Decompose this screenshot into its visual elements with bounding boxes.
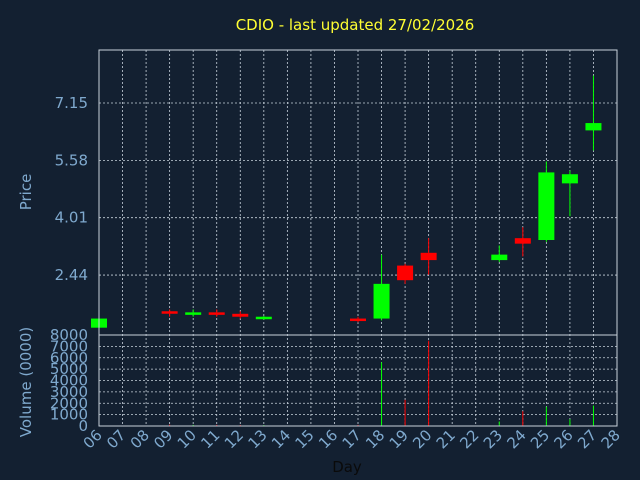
price-tick-label: 2.44 <box>55 266 88 284</box>
x-tick-label: 23 <box>480 426 506 452</box>
x-tick-label: 27 <box>574 426 600 452</box>
candle-body <box>185 312 202 315</box>
x-tick-label: 12 <box>221 426 247 452</box>
candle-body <box>255 316 272 320</box>
candle-body <box>514 238 531 244</box>
x-tick-label: 07 <box>103 426 129 452</box>
candle-body <box>161 311 178 314</box>
volume-tick-label: 2000 <box>50 394 88 412</box>
frame-layer <box>98 49 618 427</box>
volume-tick-label: 8000 <box>50 326 88 344</box>
x-tick-label: 26 <box>551 426 577 452</box>
price-tick-label: 5.58 <box>55 151 88 169</box>
x-tick-label: 17 <box>339 426 365 452</box>
volume-tick-label: 0 <box>78 417 88 435</box>
candle-body <box>350 318 366 322</box>
candle-body <box>373 283 390 319</box>
x-tick-label: 14 <box>268 426 294 452</box>
candle-body <box>397 265 414 281</box>
volume-tick-label: 4000 <box>50 372 88 390</box>
x-tick-label: 15 <box>292 426 318 452</box>
x-tick-label: 10 <box>174 426 200 452</box>
candle-body <box>491 254 508 261</box>
x-tick-label: 09 <box>150 426 176 452</box>
candle-body <box>561 174 578 184</box>
candle-body <box>232 313 249 317</box>
x-axis-label: Day <box>332 458 362 476</box>
x-tick-label: 22 <box>456 426 482 452</box>
x-tick-label: 13 <box>244 426 270 452</box>
candle-body <box>538 172 555 240</box>
volume-tick-label: 5000 <box>50 360 88 378</box>
volume-tick-label: 1000 <box>50 406 88 424</box>
x-tick-label: 21 <box>433 426 459 452</box>
volume-tick-label: 6000 <box>50 349 88 367</box>
candle-body <box>420 252 437 261</box>
x-tick-label: 16 <box>315 426 341 452</box>
x-tick-label: 28 <box>598 426 624 452</box>
chart-title: CDIO - last updated 27/02/2026 <box>236 16 475 34</box>
volume-layer <box>98 340 594 426</box>
price-tick-label: 7.15 <box>55 94 88 112</box>
candle-body <box>208 312 225 315</box>
volume-tick-label: 7000 <box>50 337 88 355</box>
candle-layer <box>91 75 602 328</box>
volume-panel-frame <box>98 334 618 427</box>
volume-axis-label: Volume (0000) <box>17 327 35 437</box>
x-tick-label: 25 <box>527 426 553 452</box>
x-tick-label: 19 <box>386 426 412 452</box>
volume-tick-label: 3000 <box>50 383 88 401</box>
x-tick-label: 08 <box>127 426 153 452</box>
x-tick-label: 24 <box>503 426 529 452</box>
tick-layer: 2.44 4.01 5.58 7.15 010002000300040005000600… <box>50 94 624 452</box>
price-tick-label: 4.01 <box>55 209 88 227</box>
x-tick-label: 20 <box>409 426 435 452</box>
price-axis-label: Price <box>17 174 35 211</box>
candle-body <box>585 123 602 131</box>
x-tick-label: 18 <box>362 426 388 452</box>
x-tick-label: 11 <box>197 426 223 452</box>
